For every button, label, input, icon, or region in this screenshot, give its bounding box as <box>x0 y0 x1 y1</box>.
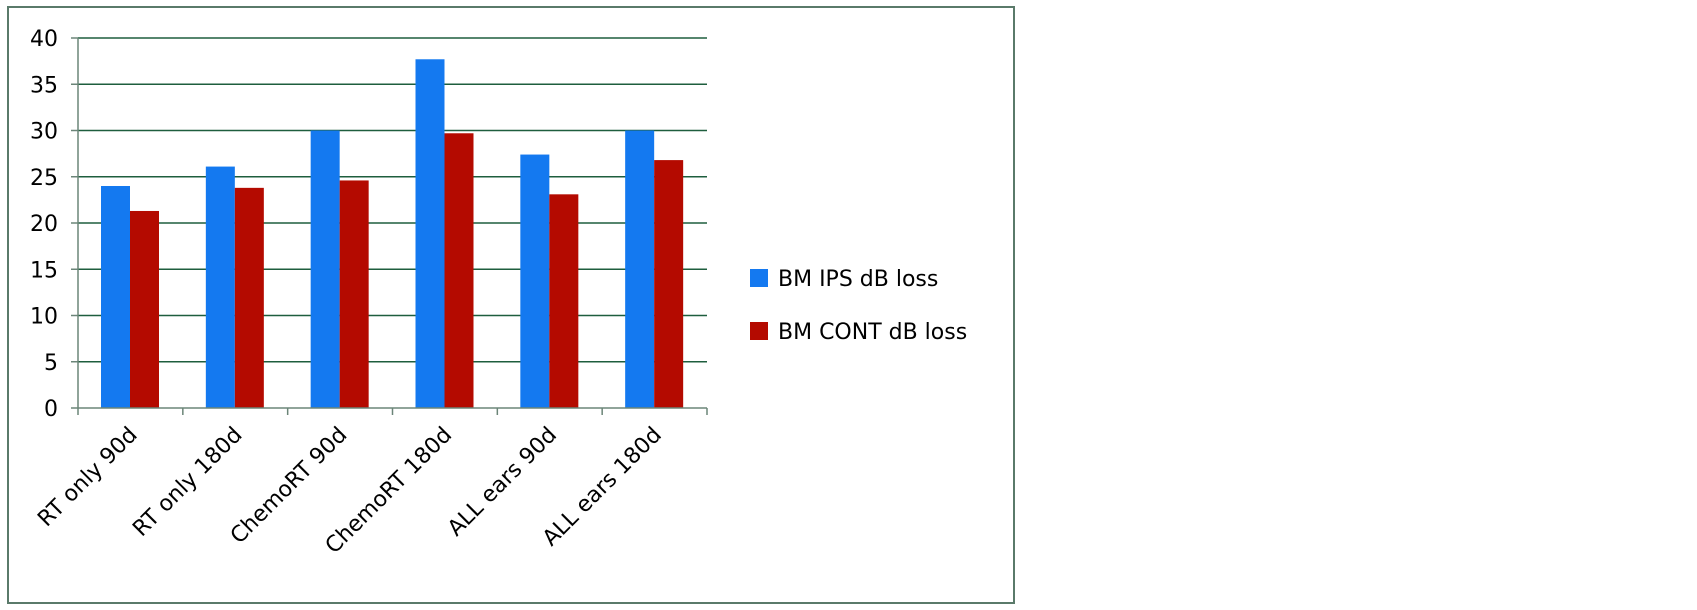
bar-cont <box>654 160 684 408</box>
bar-cont <box>444 133 474 408</box>
legend-swatch-ips <box>750 269 768 287</box>
legend-label-cont: BM CONT dB loss <box>778 320 967 345</box>
y-tick-label: 30 <box>30 120 58 145</box>
y-tick-label: 40 <box>30 27 58 52</box>
y-tick-label: 5 <box>44 351 58 376</box>
chart-border <box>7 6 1015 604</box>
legend: BM IPS dB loss BM CONT dB loss <box>750 267 967 345</box>
bar-ips <box>101 186 130 408</box>
gridlines <box>78 37 707 363</box>
y-tick-label: 35 <box>30 73 58 98</box>
y-tick-label: 15 <box>30 258 58 283</box>
legend-label-ips: BM IPS dB loss <box>778 267 938 292</box>
y-tick-label: 20 <box>30 212 58 237</box>
y-tick-labels: 0 5 10 15 20 25 30 35 40 <box>30 27 58 422</box>
legend-item-ips: BM IPS dB loss <box>750 267 938 292</box>
y-tick-label: 25 <box>30 166 58 191</box>
y-tick-label: 10 <box>30 305 58 330</box>
bar-ips <box>310 130 340 408</box>
bar-ips <box>205 166 235 408</box>
bar-ips <box>520 154 550 408</box>
legend-swatch-cont <box>750 322 768 340</box>
bar-cont <box>549 194 579 408</box>
bar-ips <box>415 59 445 409</box>
legend-item-cont: BM CONT dB loss <box>750 320 967 345</box>
bars <box>101 59 684 409</box>
bar-cont <box>130 210 159 408</box>
y-tick-label: 0 <box>44 397 58 422</box>
bar-cont <box>234 187 264 408</box>
bar-ips <box>625 130 655 408</box>
axes <box>71 37 708 415</box>
bar-cont <box>339 180 369 408</box>
